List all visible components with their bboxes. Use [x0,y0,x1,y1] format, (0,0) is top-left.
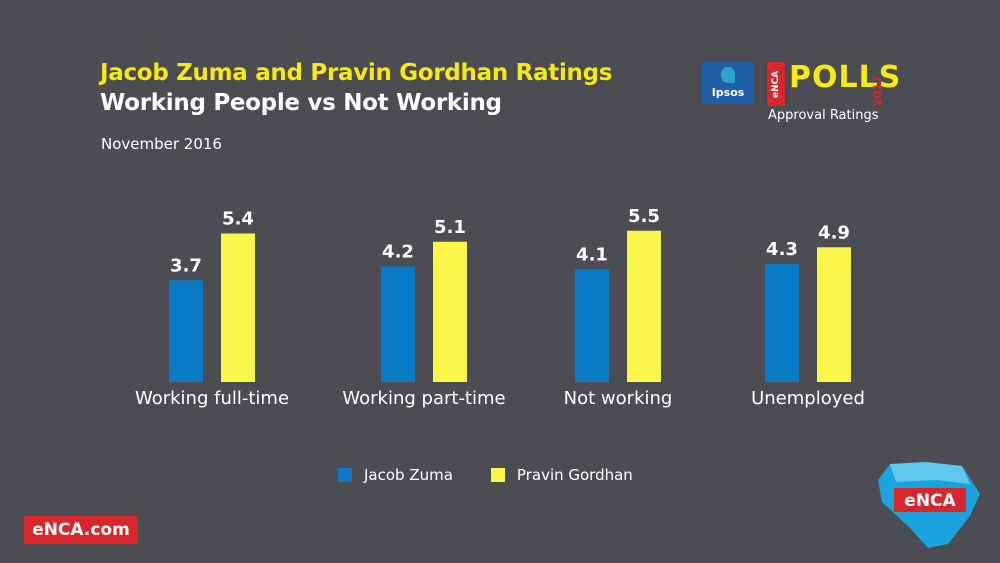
data-label-jacob-zuma-working-part-time: 4.2 [382,242,414,263]
chart-subtitle: Working People vs Not Working [100,90,502,116]
ipsos-head-icon [721,67,735,83]
bar-pravin-gordhan-working-part-time [433,241,467,382]
data-label-pravin-gordhan-not-working: 5.5 [628,206,660,227]
site-badge[interactable]: eNCA.com [24,516,138,544]
chart-legend: Jacob Zuma Pravin Gordhan [338,466,671,484]
legend-label-gordhan: Pravin Gordhan [516,466,633,484]
ipsos-logo: Ipsos [702,62,754,104]
data-label-pravin-gordhan-working-full-time: 5.4 [222,209,254,230]
polls-word: POLLS [789,60,902,95]
data-label-pravin-gordhan-unemployed: 4.9 [818,222,850,243]
legend-swatch-zuma [338,468,352,482]
bar-jacob-zuma-unemployed [765,263,799,382]
bar-pravin-gordhan-not-working [627,230,661,382]
legend-swatch-gordhan [490,468,505,482]
legend-item-zuma: Jacob Zuma [338,466,453,484]
enca-map-logo: eNCA [878,462,980,548]
bar-pravin-gordhan-working-full-time [221,233,255,382]
bar-jacob-zuma-not-working [575,269,609,382]
ipsos-logo-text: Ipsos [711,86,745,99]
category-label-not-working: Not working [564,388,673,409]
bar-jacob-zuma-working-full-time [169,280,203,382]
legend-label-zuma: Jacob Zuma [364,466,453,484]
chart-date: November 2016 [101,135,222,153]
data-label-jacob-zuma-working-full-time: 3.7 [170,255,202,276]
bar-pravin-gordhan-unemployed [817,247,851,382]
polls-logo: eNCA POLLS 2017 [767,60,900,106]
legend-item-gordhan: Pravin Gordhan [490,466,633,484]
category-label-working-full-time: Working full-time [135,388,289,409]
approval-ratings-label: Approval Ratings [768,108,879,123]
data-label-jacob-zuma-not-working: 4.1 [576,244,608,265]
enca-logo-text: eNCA [904,491,956,511]
category-label-working-part-time: Working part-time [342,388,505,409]
chart-title: Jacob Zuma and Pravin Gordhan Ratings [100,60,613,86]
data-label-pravin-gordhan-working-part-time: 5.1 [434,217,466,238]
enca-logo-band [894,488,966,512]
enca-map-highlight [890,462,970,484]
data-label-jacob-zuma-unemployed: 4.3 [766,239,798,260]
category-label-unemployed: Unemployed [751,388,865,409]
bar-jacob-zuma-working-part-time [381,266,415,382]
